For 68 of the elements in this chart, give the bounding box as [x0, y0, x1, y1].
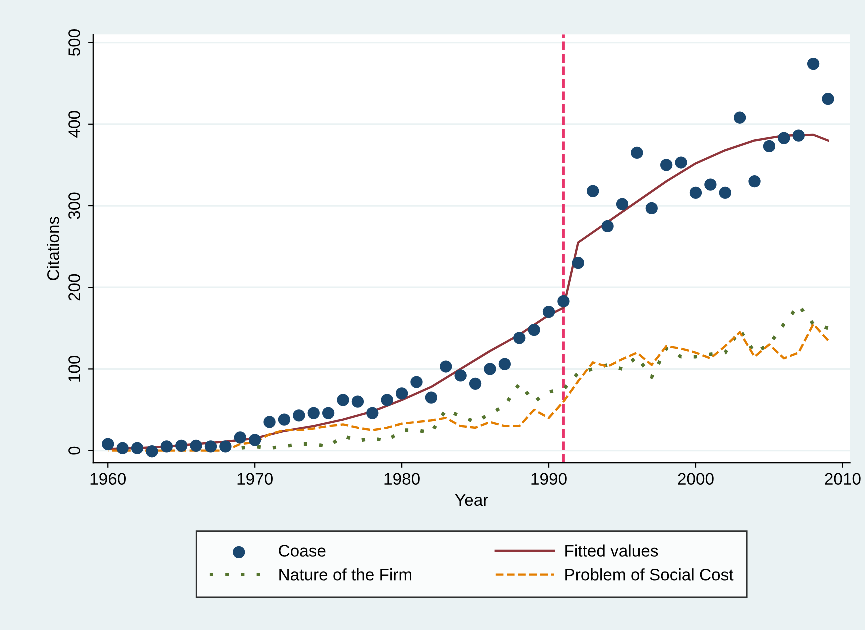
point	[308, 407, 320, 420]
x-tick-label: 1980	[384, 473, 420, 486]
x-tick-label: 1960	[90, 473, 126, 486]
point	[514, 332, 526, 344]
legend-label: Nature of the Firm	[280, 568, 412, 581]
x-tick-label: 2010	[825, 473, 861, 486]
point	[190, 440, 202, 452]
legend-label: Fitted values	[566, 544, 658, 557]
y-tick-label: 200	[68, 274, 80, 301]
y-tick-label: 300	[68, 192, 80, 220]
point	[558, 295, 570, 308]
point	[704, 178, 717, 191]
y-tick-label: 400	[68, 111, 80, 138]
point	[498, 358, 511, 370]
x-tick-label: 1970	[238, 473, 273, 486]
point	[234, 432, 246, 444]
point	[366, 407, 379, 420]
point	[748, 175, 761, 188]
point	[734, 112, 746, 124]
point	[410, 376, 423, 388]
point	[293, 410, 306, 422]
x-tick-label: 1990	[532, 473, 567, 486]
point	[116, 442, 129, 454]
y-axis-title: Citations	[47, 217, 60, 280]
point	[146, 446, 158, 458]
point	[822, 93, 834, 106]
point	[425, 392, 438, 404]
point	[763, 140, 776, 153]
point	[719, 186, 732, 200]
point	[469, 378, 482, 390]
point	[616, 198, 629, 210]
point	[440, 360, 452, 373]
point	[278, 414, 291, 426]
point	[131, 442, 144, 454]
legend-label: Problem of Social Cost	[566, 568, 734, 581]
point	[160, 440, 173, 453]
point	[396, 388, 408, 400]
point	[602, 220, 614, 232]
y-tick-label: 100	[68, 356, 80, 382]
point	[322, 407, 335, 420]
point	[352, 396, 364, 408]
y-tick-label: 500	[68, 30, 80, 56]
point	[792, 130, 805, 142]
point	[778, 132, 790, 144]
x-tick-label: 2000	[678, 473, 714, 486]
point	[646, 202, 658, 215]
point	[690, 186, 702, 200]
point	[337, 394, 350, 406]
point	[454, 370, 467, 382]
point	[542, 306, 556, 318]
point	[176, 440, 188, 452]
y-tick-label: 0	[68, 446, 80, 455]
point	[484, 363, 496, 376]
point	[528, 324, 540, 336]
point	[807, 58, 820, 70]
point	[631, 146, 644, 160]
point	[220, 440, 232, 453]
point	[381, 394, 394, 406]
point	[660, 159, 673, 172]
point	[102, 438, 114, 450]
point	[249, 434, 262, 446]
point	[572, 257, 584, 270]
x-axis-title: Year	[455, 494, 488, 506]
point	[264, 416, 276, 428]
legend-label: Coase	[279, 545, 326, 557]
point	[675, 156, 688, 169]
point	[587, 185, 600, 198]
point	[204, 440, 218, 453]
